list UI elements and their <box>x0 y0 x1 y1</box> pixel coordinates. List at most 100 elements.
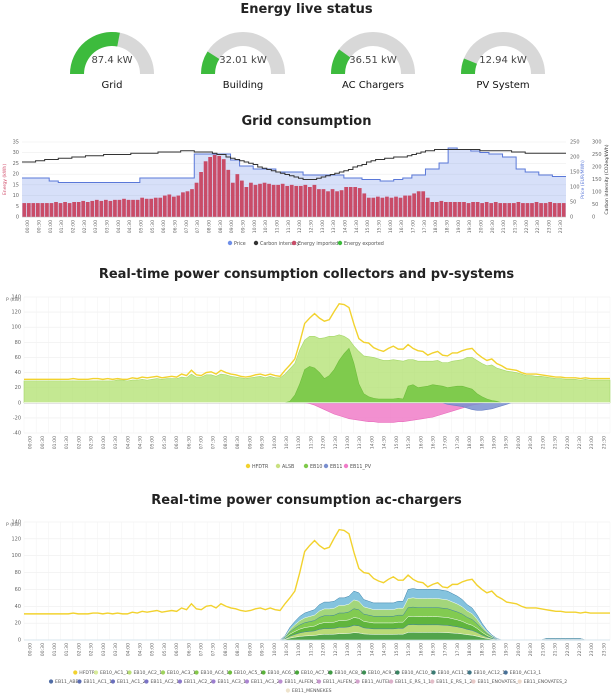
legend-entry: EB11_ALFEN_1 <box>284 679 318 685</box>
legend-swatch <box>471 679 476 684</box>
x-tick-label: 22:00 <box>524 220 530 233</box>
x-tick-label: 00:30 <box>37 220 43 233</box>
legend-entry: EB10 <box>310 464 322 470</box>
x-tick-label: 10:30 <box>263 220 269 233</box>
x-tick-label: 09:30 <box>260 643 266 656</box>
energy-imported-bar <box>394 196 398 217</box>
x-tick-label: 18:00 <box>467 643 473 656</box>
y3-tick-label: 150 <box>592 177 602 183</box>
x-tick-label: 14:30 <box>382 643 388 656</box>
legend-swatch <box>303 463 309 469</box>
gauge-value: 87.4 kW <box>91 55 133 66</box>
y3-tick-label: 100 <box>592 190 602 196</box>
x-tick-label: 16:30 <box>430 643 436 656</box>
energy-imported-bar <box>76 202 81 217</box>
energy-imported-bar <box>507 203 512 217</box>
legend-entry: EB11_AC2_2 <box>184 679 213 685</box>
x-tick-label: 03:30 <box>105 220 111 233</box>
x-tick-label: 22:00 <box>565 643 571 656</box>
legend-entry: ALSB <box>282 464 294 470</box>
energy-imported-bar <box>158 197 163 217</box>
energy-imported-bar <box>416 191 421 217</box>
energy-imported-bar <box>280 183 285 217</box>
legend-entry: EB10_AC13_1 <box>510 670 542 676</box>
y-tick-label: 10 <box>13 193 19 199</box>
legend-swatch <box>355 679 360 684</box>
gauge-track <box>461 32 545 74</box>
x-tick-label: 10:00 <box>272 436 278 449</box>
energy-imported-bar <box>289 184 294 217</box>
x-tick-label: 21:30 <box>513 220 519 233</box>
x-tick-label: 01:00 <box>52 436 58 449</box>
x-tick-label: 04:30 <box>137 643 143 656</box>
legend-swatch <box>253 240 259 246</box>
legend-swatch <box>48 679 54 684</box>
energy-imported-bar <box>258 183 262 217</box>
legend-entry: Energy exported <box>344 241 384 247</box>
energy-imported-bar <box>140 197 144 217</box>
x-tick-label: 13:00 <box>320 220 326 233</box>
energy-imported-bar <box>54 202 58 217</box>
x-tick-label: 16:00 <box>388 220 394 233</box>
x-tick-label: 16:30 <box>399 220 405 233</box>
energy-imported-bar <box>22 203 27 217</box>
y-tick-label: 0 <box>16 215 19 221</box>
x-tick-label: 22:30 <box>577 643 583 656</box>
ac-chargers-chart-title: Real-time power consumption ac-chargers <box>151 493 462 508</box>
legend-swatch <box>278 679 283 684</box>
legend-entry: EB10_AC8_1 <box>335 670 364 676</box>
legend-entry: EB10_AC5_1 <box>234 670 263 676</box>
legend-entry: Energy imported <box>298 241 338 247</box>
energy-imported-bar <box>49 203 54 217</box>
energy-imported-bar <box>31 203 36 217</box>
energy-imported-bar <box>194 182 199 217</box>
energy-imported-bar <box>407 195 412 217</box>
x-tick-label: 10:30 <box>284 643 290 656</box>
gauge-arc <box>331 32 415 74</box>
energy-imported-bar <box>249 182 253 217</box>
x-tick-label: 15:30 <box>377 220 383 233</box>
x-tick-label: 08:30 <box>235 436 241 449</box>
energy-imported-bar <box>398 197 403 217</box>
x-tick-label: 10:00 <box>252 220 258 233</box>
x-tick-label: 17:00 <box>411 220 417 233</box>
x-tick-label: 09:00 <box>247 643 253 656</box>
energy-imported-bar <box>539 203 543 217</box>
x-tick-label: 16:30 <box>430 436 436 449</box>
energy-imported-bar <box>561 203 566 217</box>
gauge-track <box>331 32 415 74</box>
x-tick-label: 20:00 <box>516 436 522 449</box>
x-tick-label: 13:00 <box>345 436 351 449</box>
energy-imported-bar <box>362 193 367 217</box>
gauge-fill <box>461 58 477 74</box>
energy-imported-bar <box>90 200 95 217</box>
energy-imported-bar <box>99 200 104 217</box>
x-tick-label: 16:00 <box>418 643 424 656</box>
y-tick-label: 100 <box>11 553 21 559</box>
energy-imported-bar <box>244 187 249 217</box>
x-tick-label: 12:00 <box>297 220 303 233</box>
legend-entry: HFDTR <box>79 670 95 676</box>
x-tick-label: 05:30 <box>150 220 156 233</box>
y-tick-label: -40 <box>13 431 21 437</box>
legend-entry: EB11_AC1_2 <box>117 679 146 685</box>
x-tick-label: 11:30 <box>308 643 314 656</box>
x-tick-label: 01:30 <box>64 643 70 656</box>
x-tick-label: 08:00 <box>223 643 229 656</box>
x-tick-label: 19:30 <box>504 436 510 449</box>
energy-imported-bar <box>353 187 358 217</box>
legend-entry: EB10_AC6_1 <box>268 670 297 676</box>
y-tick-label: 35 <box>13 140 19 146</box>
legend-entry: EB11_ABB <box>55 679 79 685</box>
y2-tick-label: 50 <box>570 200 576 206</box>
legend-entry: EB11_MENNEKES <box>292 688 332 694</box>
energy-imported-bar <box>221 159 226 217</box>
x-tick-label: 14:00 <box>343 220 349 233</box>
energy-imported-bar <box>240 180 244 217</box>
legend-swatch <box>389 679 394 684</box>
x-tick-label: 09:30 <box>241 220 247 233</box>
energy-imported-bar <box>267 183 271 217</box>
y-tick-label: 0 <box>18 638 21 644</box>
x-tick-label: 22:00 <box>565 436 571 449</box>
